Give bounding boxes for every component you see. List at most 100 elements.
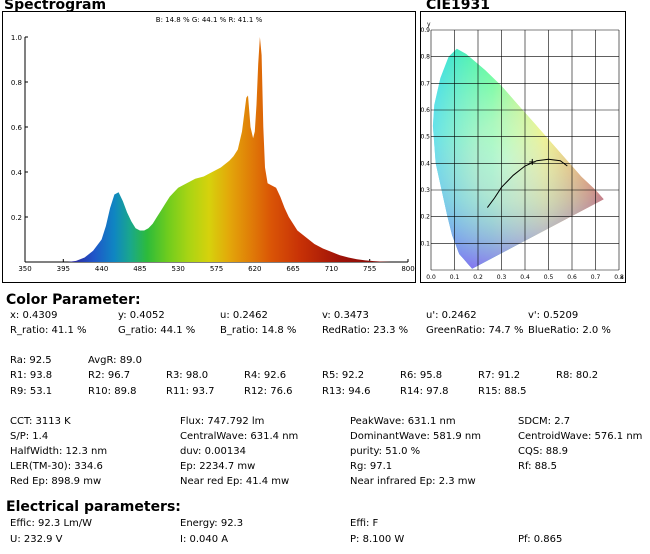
electrical-title: Electrical parameters: (6, 499, 181, 515)
param-value: R_ratio: 41.1 % (10, 325, 87, 336)
param-value: LER(TM-30): 334.6 (10, 461, 103, 472)
cie-x-tick-label: 0.5 (544, 274, 554, 281)
cri-value: R13: 94.6 (322, 386, 371, 397)
spec-x-tick-label: 350 (18, 265, 31, 273)
param-value: duv: 0.00134 (180, 446, 246, 457)
cie-y-tick-label: 0.8 (421, 54, 430, 61)
cie-y-label: y (427, 21, 431, 28)
cri-value: R15: 88.5 (478, 386, 527, 397)
electrical-value: P: 8.100 W (350, 534, 405, 545)
param-value: RedRatio: 23.3 % (322, 325, 409, 336)
param-value: AvgR: 89.0 (88, 355, 142, 366)
spec-x-tick-label: 485 (133, 265, 146, 273)
param-value: Ra: 92.5 (10, 355, 52, 366)
param-value: purity: 51.0 % (350, 446, 421, 457)
param-value: Near red Ep: 41.4 mw (180, 476, 290, 487)
param-value: GreenRatio: 74.7 % (426, 325, 524, 336)
param-value: Ep: 2234.7 mw (180, 461, 256, 472)
param-value: Near infrared Ep: 2.3 mw (350, 476, 476, 487)
spectrum-area (67, 37, 392, 262)
param-value: CCT: 3113 K (10, 416, 71, 427)
cri-value: R12: 76.6 (244, 386, 293, 397)
electrical-value: Effi: F (350, 518, 379, 529)
spec-x-tick-label: 800 (401, 265, 414, 273)
cie-x-tick-label: 0.0 (426, 274, 436, 281)
param-value: PeakWave: 631.1 nm (350, 416, 456, 427)
param-value: BlueRatio: 2.0 % (528, 325, 611, 336)
cie-x-tick-label: 0.7 (591, 274, 601, 281)
param-value: SDCM: 2.7 (518, 416, 571, 427)
spec-x-tick-label: 665 (286, 265, 299, 273)
spec-x-tick-label: 620 (248, 265, 261, 273)
spec-x-tick-label: 530 (172, 265, 185, 273)
param-value: u': 0.2462 (426, 310, 477, 321)
param-value: DominantWave: 581.9 nm (350, 431, 481, 442)
cri-value: R7: 91.2 (478, 370, 521, 381)
cri-value: R8: 80.2 (556, 370, 599, 381)
cie-x-tick-label: 0.1 (450, 274, 460, 281)
electrical-value: Energy: 92.3 (180, 518, 244, 529)
cri-value: R1: 93.8 (10, 370, 53, 381)
param-value: CentroidWave: 576.1 nm (518, 431, 643, 442)
cie-y-tick-label: 0.6 (421, 107, 430, 114)
param-value: v': 0.5209 (528, 310, 579, 321)
spectrogram-chart: B: 14.8 % G: 44.1 % R: 41.1 % 0.2 0.4 0.6 0… (11, 16, 415, 273)
param-value: HalfWidth: 12.3 nm (10, 446, 108, 457)
spec-x-tick-label: 575 (210, 265, 223, 273)
cri-value: R9: 53.1 (10, 386, 53, 397)
spec-y-tick-label: 0.6 (11, 124, 23, 132)
cri-value: R10: 89.8 (88, 386, 137, 397)
cie-y-tick-label: 0.9 (421, 27, 430, 34)
param-value: u: 0.2462 (220, 310, 268, 321)
param-value: Flux: 747.792 lm (180, 416, 265, 427)
cri-value: R14: 97.8 (400, 386, 449, 397)
color-parameter-title: Color Parameter: (6, 292, 141, 308)
cie-chart: 0.0 0.1 0.2 0.3 0.4 0.5 0.6 0.7 0.8 0.1 0.2 0.3 0.4 0… (421, 21, 624, 281)
param-value: Rg: 97.1 (350, 461, 393, 472)
param-value: CentralWave: 631.4 nm (180, 431, 299, 442)
spec-x-tick-label: 710 (325, 265, 338, 273)
param-value: CQS: 88.9 (518, 446, 569, 457)
electrical-value: Effic: 92.3 Lm/W (10, 518, 93, 529)
cri-value: R6: 95.8 (400, 370, 443, 381)
spectrogram-summary: B: 14.8 % G: 44.1 % R: 41.1 % (156, 16, 263, 24)
cie-x-tick-label: 0.6 (567, 274, 577, 281)
spectrogram-panel: B: 14.8 % G: 44.1 % R: 41.1 % 0.2 0.4 0.6 0… (2, 11, 416, 283)
cri-value: R4: 92.6 (244, 370, 287, 381)
cie-y-tick-label: 0.7 (421, 80, 430, 87)
cie-y-tick-label: 0.4 (421, 160, 430, 167)
spec-y-tick-label: 0.8 (11, 79, 22, 87)
cie-panel: 0.0 0.1 0.2 0.3 0.4 0.5 0.6 0.7 0.8 0.1 0.2 0.3 0.4 0… (420, 11, 626, 283)
cri-value: R11: 93.7 (166, 386, 215, 397)
electrical-value: U: 232.9 V (10, 534, 63, 545)
param-value: Red Ep: 898.9 mw (10, 476, 102, 487)
spec-x-tick-label: 440 (95, 265, 108, 273)
cri-value: R5: 92.2 (322, 370, 365, 381)
cri-value: R2: 96.7 (88, 370, 131, 381)
electrical-value: Pf: 0.865 (518, 534, 563, 545)
param-value: Rf: 88.5 (518, 461, 557, 472)
cie-title: CIE1931 (426, 0, 491, 13)
param-value: v: 0.3473 (322, 310, 369, 321)
param-value: S/P: 1.4 (10, 431, 49, 442)
cie-x-tick-label: 0.4 (520, 274, 530, 281)
cri-value: R3: 98.0 (166, 370, 209, 381)
cie-x-tick-label: 0.8 (614, 274, 624, 281)
cie-y-tick-label: 0.2 (421, 214, 430, 221)
cie-y-tick-label: 0.3 (421, 187, 430, 194)
electrical-value: I: 0.040 A (180, 534, 229, 545)
cie-gamut (432, 48, 604, 269)
cie-x-label: x (620, 274, 624, 281)
cie-y-tick-label: 0.5 (421, 134, 430, 141)
param-value: y: 0.4052 (118, 310, 165, 321)
spec-y-tick-label: 1.0 (11, 34, 22, 42)
planckian-locus (486, 158, 568, 208)
cie-x-tick-label: 0.3 (497, 274, 507, 281)
spectrogram-title: Spectrogram (4, 0, 107, 13)
spec-x-tick-label: 755 (363, 265, 376, 273)
cie-x-tick-label: 0.2 (473, 274, 483, 281)
spec-y-tick-label: 0.2 (11, 214, 22, 222)
param-value: G_ratio: 44.1 % (118, 325, 196, 336)
cie-y-tick-label: 0.1 (421, 240, 430, 247)
spec-x-tick-label: 395 (57, 265, 70, 273)
